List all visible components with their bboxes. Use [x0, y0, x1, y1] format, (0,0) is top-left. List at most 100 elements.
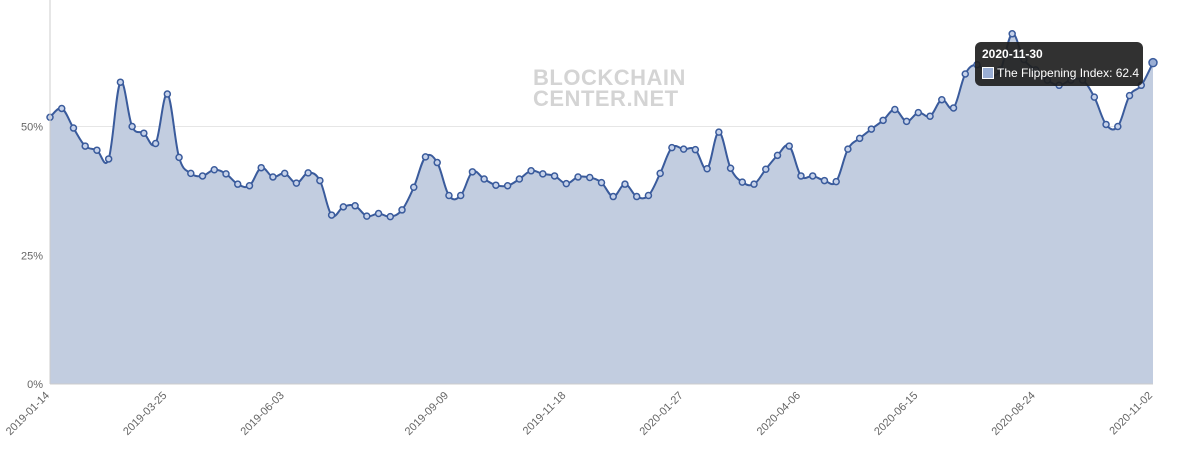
data-point[interactable] [1102, 120, 1110, 129]
data-point[interactable] [245, 181, 254, 190]
series-area-fill [50, 33, 1153, 385]
axes [49, 0, 1153, 385]
data-point[interactable] [949, 104, 958, 112]
data-point[interactable] [750, 180, 758, 188]
data-point[interactable] [855, 134, 864, 143]
data-point[interactable] [703, 164, 711, 173]
data-point[interactable] [210, 166, 219, 174]
data-point[interactable] [187, 169, 195, 178]
data-point[interactable] [914, 108, 923, 117]
y-axis-ticks: 0% 25% 50% [21, 122, 43, 392]
data-point[interactable] [151, 139, 160, 148]
data-point[interactable] [1148, 57, 1158, 68]
data-point[interactable] [808, 172, 817, 180]
data-point[interactable] [656, 169, 664, 178]
data-point[interactable] [233, 180, 242, 188]
data-point[interactable] [562, 179, 571, 188]
data-point[interactable] [1008, 30, 1016, 38]
data-point[interactable] [257, 163, 265, 172]
data-point[interactable] [363, 212, 371, 220]
data-point[interactable] [867, 125, 876, 133]
data-point[interactable] [292, 179, 301, 187]
data-point[interactable] [351, 202, 359, 210]
x-tick-label: 2020-11-02 [1107, 390, 1155, 438]
data-point[interactable] [773, 151, 782, 160]
x-tick-label: 2019-09-09 [403, 390, 451, 438]
data-point[interactable] [515, 175, 524, 183]
data-point[interactable] [797, 172, 805, 180]
data-point[interactable] [163, 90, 172, 98]
data-point[interactable] [104, 155, 113, 163]
data-point[interactable] [1125, 91, 1134, 100]
x-tick-label: 2019-03-25 [121, 390, 169, 438]
data-point[interactable] [116, 78, 125, 86]
data-point[interactable] [785, 142, 793, 150]
data-point[interactable] [644, 191, 653, 200]
data-point[interactable] [879, 116, 887, 125]
y-tick-label: 50% [21, 122, 43, 134]
data-point[interactable] [762, 165, 770, 173]
x-tick-label: 2019-01-14 [4, 390, 52, 438]
data-point[interactable] [820, 176, 829, 185]
data-point[interactable] [715, 128, 723, 136]
data-point[interactable] [398, 206, 406, 214]
data-point[interactable] [902, 117, 911, 126]
data-point[interactable] [938, 95, 946, 104]
data-point[interactable] [445, 191, 453, 200]
data-point[interactable] [456, 191, 465, 200]
data-point[interactable] [832, 177, 840, 186]
data-point[interactable] [1114, 122, 1122, 131]
data-point[interactable] [621, 180, 629, 188]
tooltip: 2020-11-30 The Flippening Index: 62.4 [975, 42, 1143, 86]
data-point[interactable] [844, 145, 852, 153]
data-point[interactable] [304, 169, 312, 177]
data-point[interactable] [128, 122, 136, 131]
data-point[interactable] [280, 169, 289, 178]
data-point[interactable] [1090, 93, 1099, 101]
data-point[interactable] [597, 178, 606, 187]
data-point[interactable] [339, 203, 348, 211]
data-point[interactable] [668, 143, 676, 152]
data-point[interactable] [198, 172, 207, 180]
tooltip-series-line: The Flippening Index: 62.4 [997, 66, 1140, 80]
data-point[interactable] [93, 146, 101, 154]
data-point[interactable] [492, 181, 500, 189]
data-point[interactable] [632, 192, 641, 201]
data-point[interactable] [222, 170, 230, 178]
data-point[interactable] [327, 211, 336, 219]
data-point[interactable] [269, 173, 277, 181]
watermark-line2: CENTER.NET [533, 86, 679, 111]
data-point[interactable] [691, 145, 700, 154]
data-point[interactable] [574, 173, 582, 181]
data-point[interactable] [468, 168, 477, 176]
data-point[interactable] [726, 164, 735, 172]
data-point[interactable] [539, 170, 547, 178]
data-point[interactable] [81, 142, 89, 150]
data-point[interactable] [480, 175, 488, 183]
series-area [50, 33, 1153, 385]
data-point[interactable] [69, 124, 78, 132]
data-point[interactable] [421, 153, 430, 161]
x-tick-label: 2020-06-15 [872, 390, 920, 438]
y-tick-label: 25% [21, 250, 43, 262]
data-point[interactable] [550, 172, 559, 180]
data-point[interactable] [503, 181, 512, 190]
data-point[interactable] [609, 192, 617, 201]
data-point[interactable] [586, 173, 594, 182]
data-point[interactable] [679, 145, 688, 153]
data-point[interactable] [527, 167, 535, 175]
tooltip-series-swatch [982, 67, 994, 79]
data-point[interactable] [316, 176, 324, 185]
data-point[interactable] [140, 129, 148, 137]
data-point[interactable] [961, 70, 970, 78]
data-point[interactable] [738, 178, 747, 186]
data-point[interactable] [374, 209, 383, 218]
data-point[interactable] [433, 158, 441, 167]
data-point[interactable] [410, 183, 418, 192]
data-point[interactable] [386, 212, 395, 221]
data-point[interactable] [891, 105, 899, 114]
data-point[interactable] [175, 153, 183, 162]
data-point[interactable] [57, 104, 66, 113]
data-point[interactable] [926, 112, 934, 120]
tooltip-series-value: 62.4 [1115, 66, 1140, 80]
